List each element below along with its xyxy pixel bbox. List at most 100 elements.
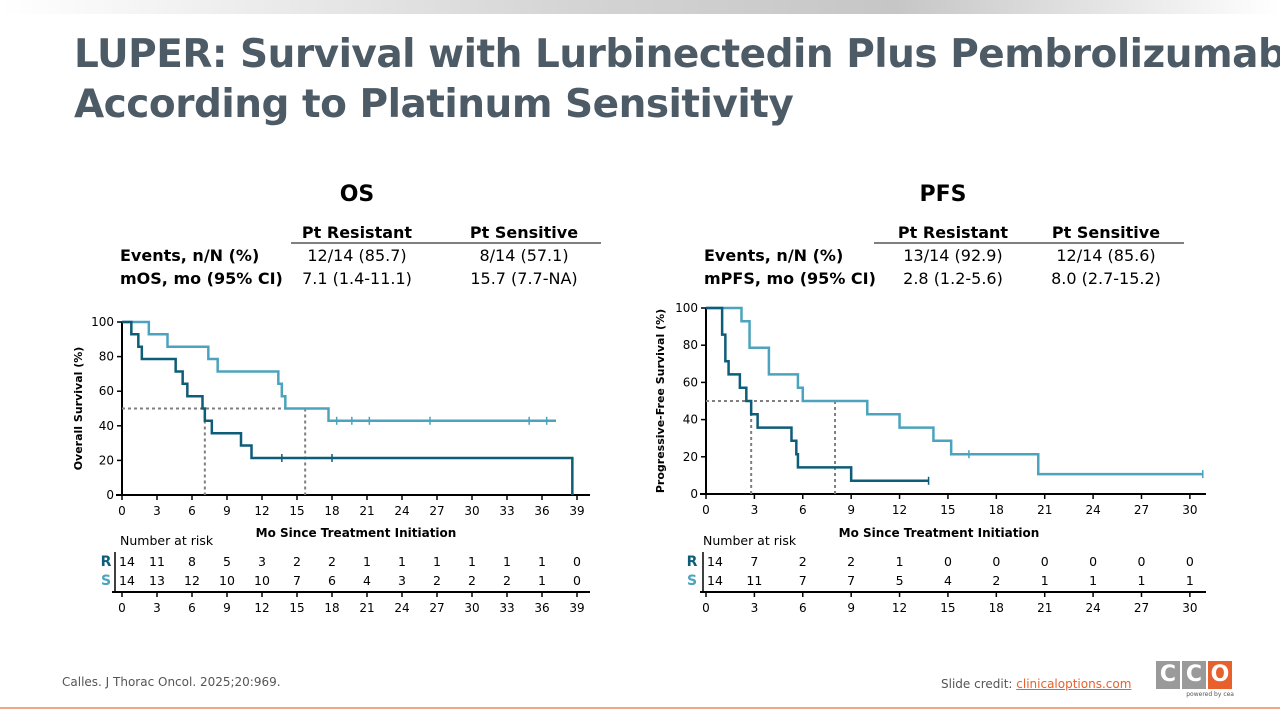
risk-time-tick-label: 9 bbox=[223, 601, 231, 615]
risk-time-tick-label: 18 bbox=[324, 601, 339, 615]
footer-divider bbox=[0, 707, 1280, 709]
risk-count: 5 bbox=[896, 573, 904, 588]
y-tick-label: 0 bbox=[690, 487, 698, 501]
risk-count: 0 bbox=[1089, 554, 1097, 569]
risk-time-tick-label: 21 bbox=[1037, 601, 1052, 615]
slide-credit-label: Slide credit: bbox=[941, 677, 1017, 691]
risk-table-header: Number at risk bbox=[120, 533, 214, 548]
logo-subtitle: powered by cea bbox=[1186, 691, 1234, 698]
table-row-label: mOS, mo (95% CI) bbox=[120, 269, 283, 288]
x-axis-label: Mo Since Treatment Initiation bbox=[839, 526, 1040, 540]
risk-count: 14 bbox=[119, 573, 135, 588]
x-tick-label: 3 bbox=[751, 503, 759, 517]
risk-count: 10 bbox=[219, 573, 235, 588]
risk-count: 0 bbox=[573, 573, 581, 588]
risk-time-tick-label: 18 bbox=[989, 601, 1004, 615]
risk-count: 1 bbox=[433, 554, 441, 569]
y-tick-label: 40 bbox=[99, 419, 114, 433]
km-chart-pfs: PFS Pt Resistant Pt Sensitive Events, n/N (… bbox=[654, 182, 1206, 615]
x-tick-label: 9 bbox=[847, 503, 855, 517]
table-cell-sensitive: 8.0 (2.7-15.2) bbox=[1051, 269, 1161, 288]
risk-count: 1 bbox=[538, 554, 546, 569]
table-row-label: Events, n/N (%) bbox=[120, 246, 259, 265]
risk-count: 7 bbox=[293, 573, 301, 588]
x-tick-label: 6 bbox=[799, 503, 807, 517]
risk-count: 3 bbox=[258, 554, 266, 569]
table-cell-resistant: 2.8 (1.2-5.6) bbox=[903, 269, 1003, 288]
x-tick-label: 24 bbox=[1085, 503, 1100, 517]
risk-count: 1 bbox=[1041, 573, 1049, 588]
risk-count: 0 bbox=[992, 554, 1000, 569]
clinicaloptions-link[interactable]: clinicaloptions.com bbox=[1016, 677, 1132, 691]
risk-time-tick-label: 30 bbox=[1182, 601, 1197, 615]
risk-count: 2 bbox=[468, 573, 476, 588]
risk-count: 1 bbox=[896, 554, 904, 569]
risk-time-tick-label: 6 bbox=[188, 601, 196, 615]
x-tick-label: 18 bbox=[989, 503, 1004, 517]
risk-count: 7 bbox=[847, 573, 855, 588]
risk-count: 1 bbox=[503, 554, 511, 569]
risk-count: 0 bbox=[573, 554, 581, 569]
table-cell-sensitive: 8/14 (57.1) bbox=[479, 246, 568, 265]
slide-title-line-2: According to Platinum Sensitivity bbox=[74, 82, 794, 127]
y-tick-label: 80 bbox=[99, 350, 114, 364]
risk-count: 2 bbox=[293, 554, 301, 569]
x-tick-label: 12 bbox=[892, 503, 907, 517]
risk-count: 1 bbox=[1089, 573, 1097, 588]
x-tick-label: 15 bbox=[289, 504, 304, 518]
risk-row-label-s: S bbox=[687, 573, 697, 589]
risk-count: 0 bbox=[1186, 554, 1194, 569]
risk-count: 0 bbox=[944, 554, 952, 569]
x-tick-label: 39 bbox=[569, 504, 584, 518]
chart-title: OS bbox=[340, 182, 375, 207]
x-tick-label: 27 bbox=[429, 504, 444, 518]
risk-count: 14 bbox=[707, 554, 723, 569]
table-row-label: mPFS, mo (95% CI) bbox=[704, 269, 876, 288]
risk-count: 0 bbox=[1041, 554, 1049, 569]
risk-count: 14 bbox=[119, 554, 135, 569]
risk-count: 1 bbox=[398, 554, 406, 569]
table-header-resistant: Pt Resistant bbox=[898, 223, 1008, 242]
risk-time-tick-label: 3 bbox=[751, 601, 759, 615]
risk-time-tick-label: 33 bbox=[499, 601, 514, 615]
risk-row-label-r: R bbox=[687, 554, 698, 570]
risk-count: 1 bbox=[363, 554, 371, 569]
risk-time-tick-label: 39 bbox=[569, 601, 584, 615]
risk-table-header: Number at risk bbox=[703, 533, 797, 548]
y-tick-label: 100 bbox=[675, 301, 698, 315]
risk-time-tick-label: 12 bbox=[254, 601, 269, 615]
table-header-resistant: Pt Resistant bbox=[302, 223, 412, 242]
x-axis-label: Mo Since Treatment Initiation bbox=[256, 526, 457, 540]
x-tick-label: 0 bbox=[118, 504, 126, 518]
x-tick-label: 27 bbox=[1134, 503, 1149, 517]
y-tick-label: 20 bbox=[99, 453, 114, 467]
risk-count: 4 bbox=[944, 573, 952, 588]
km-curve-sensitive bbox=[122, 320, 556, 423]
risk-time-tick-label: 15 bbox=[940, 601, 955, 615]
risk-count: 7 bbox=[750, 554, 758, 569]
risk-count: 1 bbox=[1186, 573, 1194, 588]
risk-time-tick-label: 15 bbox=[289, 601, 304, 615]
table-cell-sensitive: 12/14 (85.6) bbox=[1056, 246, 1155, 265]
x-tick-label: 18 bbox=[324, 504, 339, 518]
risk-time-tick-label: 24 bbox=[394, 601, 409, 615]
y-axis-label: Overall Survival (%) bbox=[72, 347, 85, 471]
slide-title: LUPER: Survival with Lurbinectedin Plus … bbox=[74, 30, 1280, 130]
y-tick-label: 60 bbox=[683, 375, 698, 389]
x-tick-label: 21 bbox=[359, 504, 374, 518]
table-cell-sensitive: 15.7 (7.7-NA) bbox=[470, 269, 577, 288]
risk-count: 2 bbox=[433, 573, 441, 588]
x-tick-label: 6 bbox=[188, 504, 196, 518]
risk-count: 14 bbox=[707, 573, 723, 588]
risk-time-tick-label: 12 bbox=[892, 601, 907, 615]
risk-count: 2 bbox=[328, 554, 336, 569]
risk-count: 6 bbox=[328, 573, 336, 588]
y-tick-label: 40 bbox=[683, 413, 698, 427]
x-tick-label: 21 bbox=[1037, 503, 1052, 517]
cco-logo: C C O powered by cea bbox=[1156, 661, 1234, 703]
risk-count: 10 bbox=[254, 573, 270, 588]
risk-count: 3 bbox=[398, 573, 406, 588]
risk-count: 13 bbox=[149, 573, 165, 588]
top-gradient-bar bbox=[0, 0, 1280, 14]
